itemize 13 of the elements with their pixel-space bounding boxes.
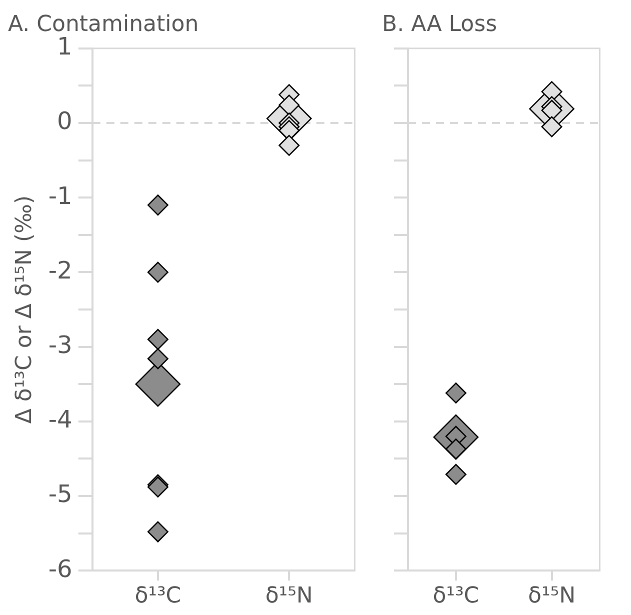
chart-title: B. AA Loss <box>382 12 498 37</box>
y-tick-label: -3 <box>48 331 72 360</box>
y-tick-label: -4 <box>48 406 72 434</box>
x-tick-label: δ¹⁵N <box>265 584 313 609</box>
y-tick-label: -5 <box>48 480 72 508</box>
x-tick-label: δ¹³C <box>134 584 182 609</box>
y-tick-label: 0 <box>57 107 72 136</box>
y-tick-label: -1 <box>48 182 72 210</box>
y-tick-label: -2 <box>48 256 72 284</box>
y-axis-title: Δ δ¹³C or Δ δ¹⁵N (‰) <box>12 195 37 424</box>
x-tick-label: δ¹⁵N <box>528 584 576 609</box>
x-tick-label: δ¹³C <box>432 584 480 609</box>
y-tick-label: -6 <box>48 554 72 583</box>
